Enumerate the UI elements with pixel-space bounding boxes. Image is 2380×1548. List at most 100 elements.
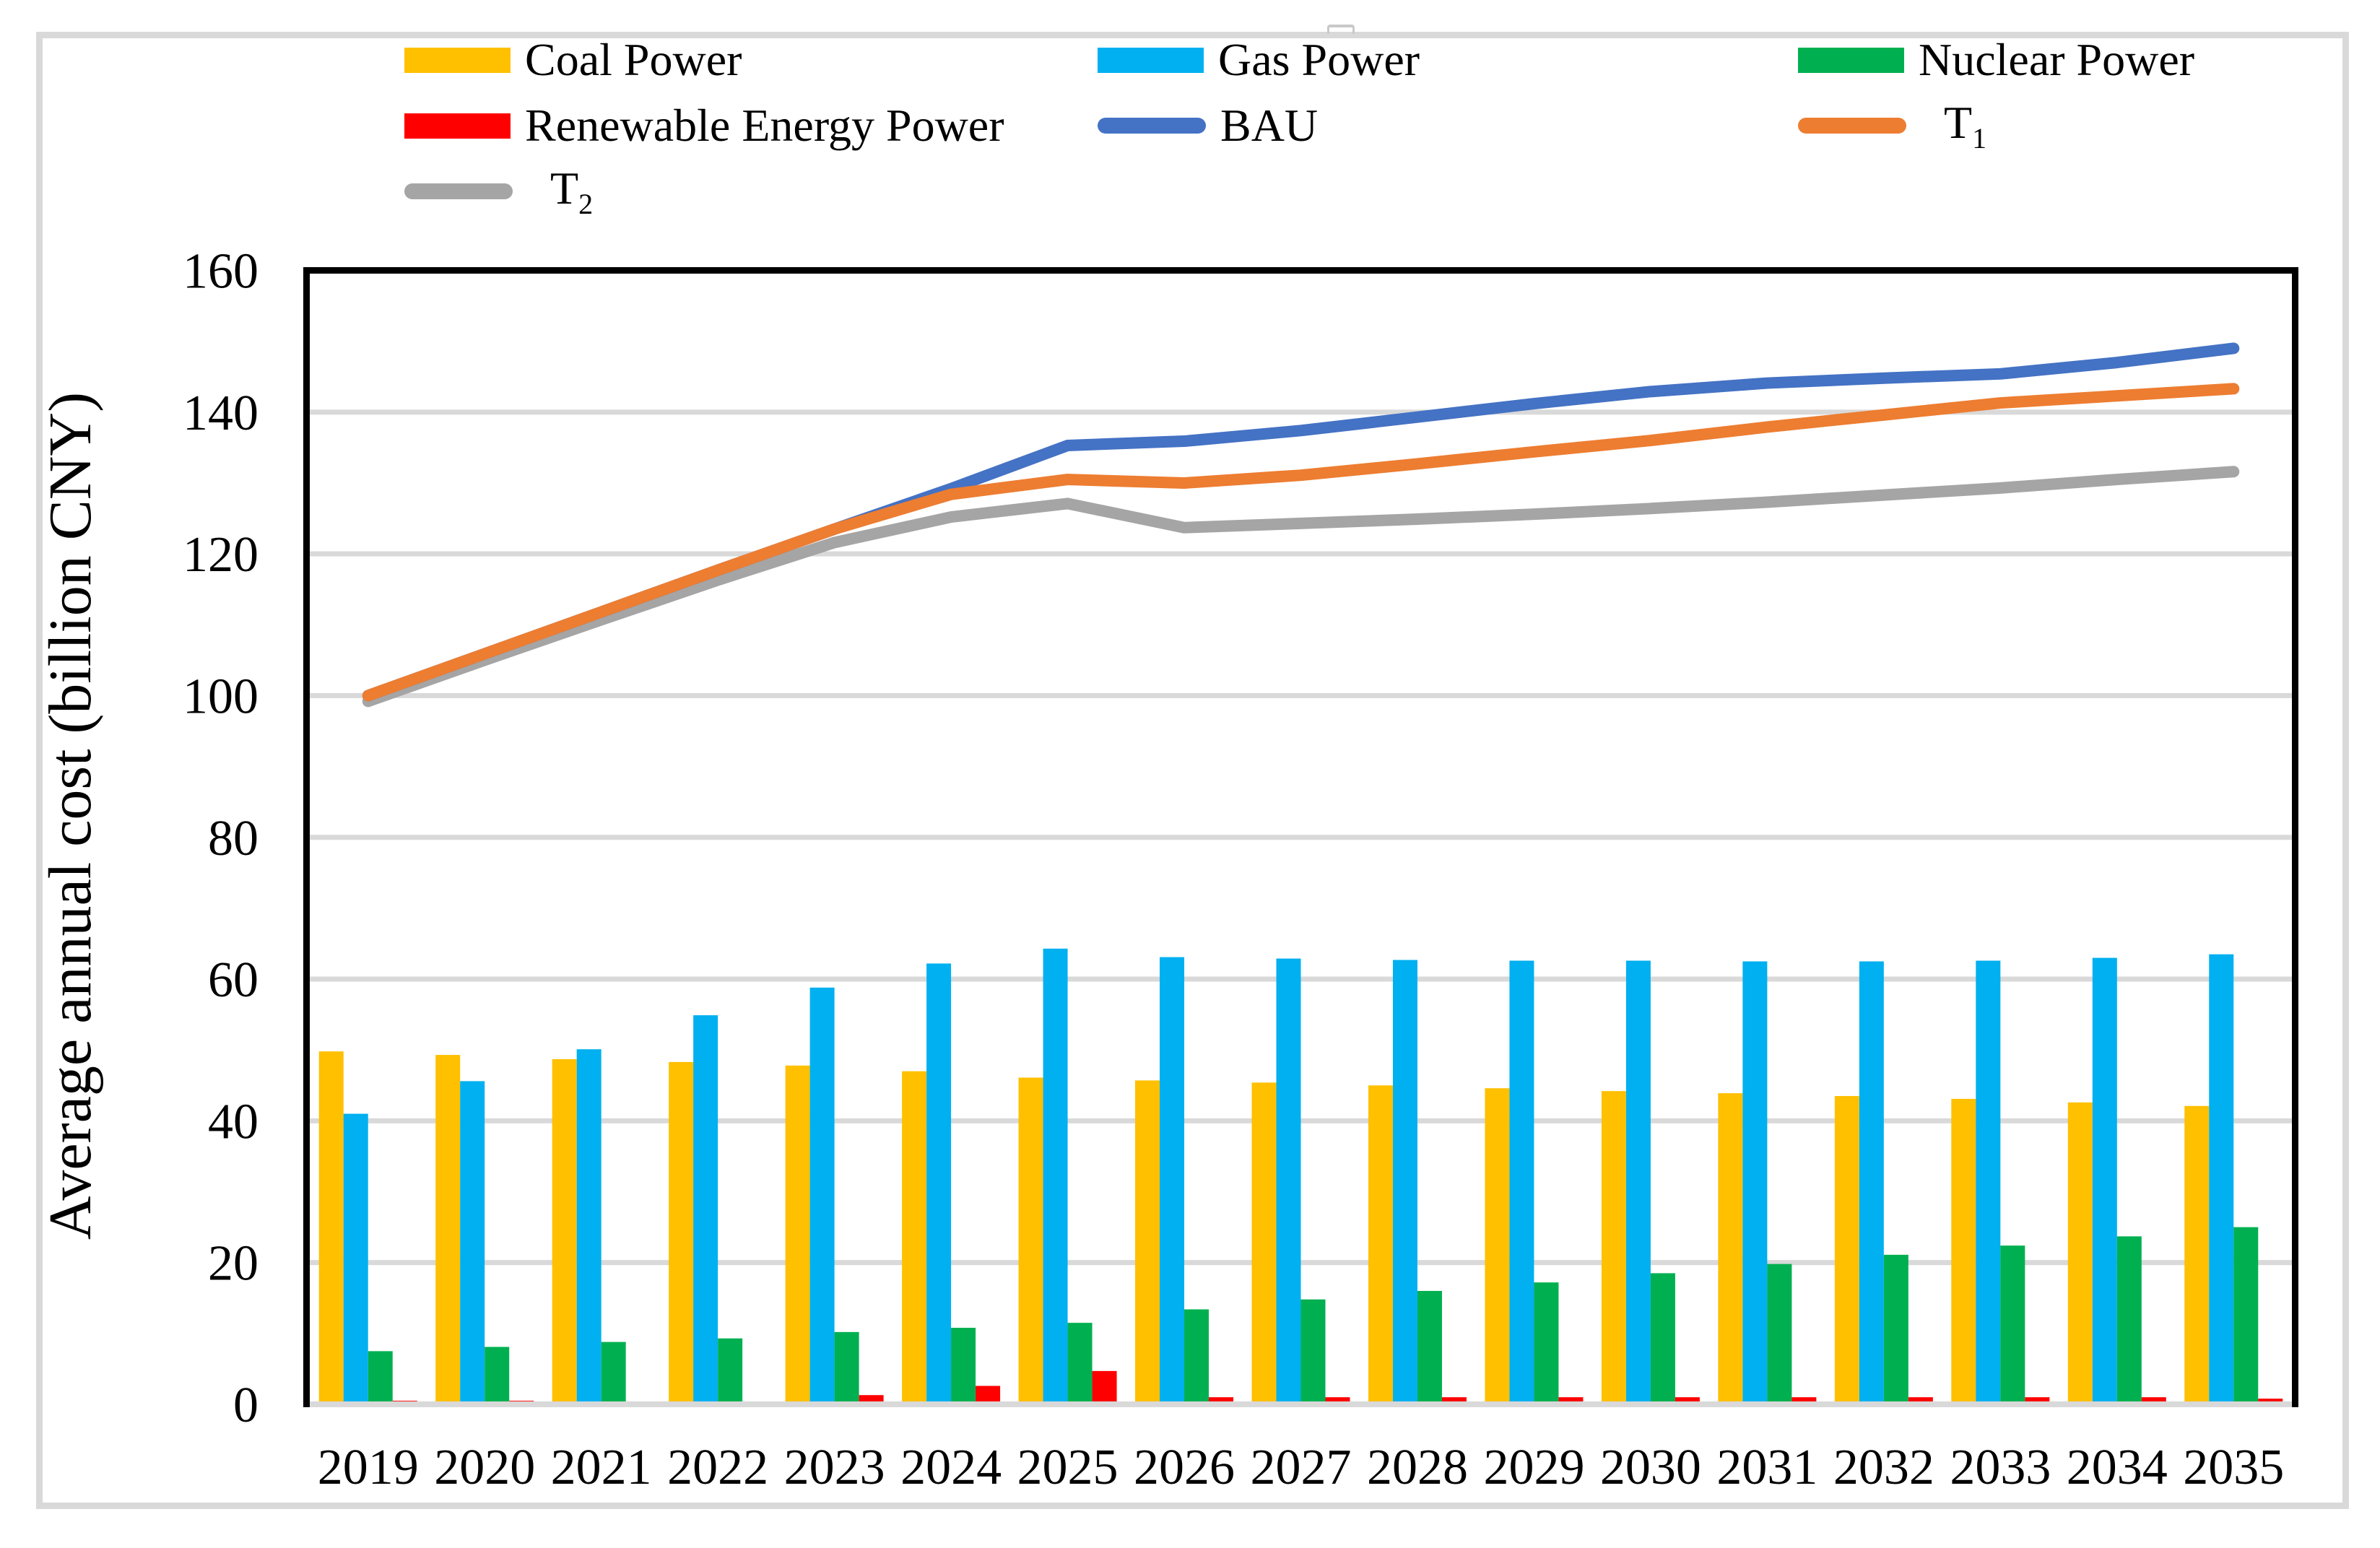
- coal-power-bar: [902, 1071, 927, 1404]
- legend-label: T2: [550, 162, 593, 221]
- gas-power-bar: [343, 1113, 368, 1404]
- gas-power-bar: [576, 1049, 601, 1404]
- y-tick-label: 100: [183, 669, 259, 724]
- renewable-energy-power-bar: [1908, 1397, 1933, 1404]
- legend-item-t1: T1: [1798, 97, 1986, 155]
- gridline: [310, 551, 2292, 557]
- legend-label-subscript: 1: [1972, 121, 1987, 155]
- gas-power-bar: [1276, 958, 1301, 1404]
- renewable-energy-power-bar: [1558, 1397, 1584, 1404]
- x-tick-label: 2033: [1950, 1440, 2051, 1495]
- coal-power-bar: [318, 1051, 344, 1404]
- x-axis-baseline: [303, 1401, 2298, 1407]
- coal-power-bar: [1251, 1082, 1277, 1404]
- x-tick-label: 2028: [1367, 1440, 1468, 1495]
- gas-power-bar: [1859, 961, 1884, 1404]
- y-tick-label: 80: [208, 811, 259, 866]
- x-tick-label: 2021: [551, 1440, 652, 1495]
- plot-top-spine: [303, 267, 2298, 274]
- x-tick-label: 2035: [2183, 1440, 2284, 1495]
- legend-item-renewable-energy-power: Renewable Energy Power: [404, 97, 1004, 155]
- nuclear-power-bar: [601, 1342, 626, 1404]
- legend-label-text: T: [550, 162, 579, 214]
- legend-label: Coal Power: [525, 33, 742, 87]
- gas-power-bar: [2209, 954, 2234, 1404]
- gas-power-bar: [926, 963, 952, 1404]
- legend-item-t2: T2: [404, 162, 593, 220]
- t1-line: [362, 383, 2240, 702]
- nuclear-power-bar: [1417, 1290, 1442, 1404]
- gas-power-bar: [2092, 957, 2117, 1404]
- legend-item-coal-power: Coal Power: [404, 31, 742, 89]
- x-tick-label: 2024: [900, 1440, 1002, 1495]
- coal-power-bar: [1018, 1077, 1043, 1404]
- legend-label-text: Renewable Energy Power: [525, 100, 1004, 151]
- bau-swatch: [1098, 118, 1206, 134]
- y-tick-label: 60: [208, 952, 259, 1008]
- x-tick-label: 2026: [1134, 1440, 1235, 1495]
- gas-power-bar: [809, 987, 835, 1404]
- gas-power-bar: [460, 1081, 485, 1404]
- gas-power-bar: [1509, 960, 1534, 1404]
- nuclear-power-bar: [718, 1338, 743, 1404]
- renewable-energy-power-bar: [1675, 1397, 1700, 1404]
- x-tick-label: 2023: [784, 1440, 885, 1495]
- y-tick-label: 0: [233, 1378, 259, 1433]
- legend-item-nuclear-power: Nuclear Power: [1798, 31, 2194, 89]
- coal-power-bar: [2067, 1102, 2093, 1404]
- nuclear-power-bar: [1300, 1299, 1326, 1404]
- nuclear-power-bar: [2233, 1227, 2259, 1404]
- coal-power-bar: [1135, 1080, 1160, 1404]
- legend-item-gas-power: Gas Power: [1098, 31, 1420, 89]
- coal-power-bar: [552, 1058, 577, 1404]
- legend-item-bau: BAU: [1098, 97, 1318, 155]
- x-tick-label: 2025: [1017, 1440, 1119, 1495]
- coal-power-bar: [1485, 1088, 1510, 1404]
- nuclear-power-bar: [368, 1351, 393, 1404]
- gas-power-bar: [1392, 960, 1417, 1404]
- x-tick-label: 2034: [2067, 1440, 2168, 1495]
- legend-label-text: T: [1944, 97, 1973, 149]
- coal-power-bar: [785, 1065, 810, 1404]
- y-tick-label: 20: [208, 1236, 259, 1292]
- gas-power-bar: [1625, 960, 1651, 1404]
- gas-power-bar: [1976, 960, 2001, 1404]
- gas-power-bar: [1742, 961, 1768, 1404]
- legend-label: T1: [1944, 96, 1986, 155]
- t1-swatch: [1798, 118, 1906, 134]
- t2-swatch: [404, 183, 513, 199]
- coal-power-bar: [669, 1061, 694, 1404]
- nuclear-power-bar: [834, 1331, 859, 1404]
- renewable-energy-power-bar: [1325, 1397, 1350, 1404]
- legend-label: Renewable Energy Power: [525, 99, 1004, 152]
- x-tick-label: 2019: [318, 1440, 419, 1495]
- nuclear-power-swatch: [1798, 47, 1904, 73]
- coal-power-bar: [1951, 1098, 1976, 1404]
- nuclear-power-bar: [951, 1327, 976, 1404]
- renewable-energy-power-swatch: [404, 113, 511, 139]
- legend-label-text: Gas Power: [1218, 34, 1420, 85]
- renewable-energy-power-bar: [1441, 1397, 1467, 1404]
- legend-label-text: Nuclear Power: [1919, 34, 2195, 85]
- gridline: [310, 835, 2292, 840]
- legend-label: Gas Power: [1218, 33, 1420, 87]
- coal-power-bar: [1718, 1093, 1743, 1404]
- chart-legend: Coal Power Gas Power Nuclear Power Renewabl…: [0, 0, 2380, 238]
- nuclear-power-bar: [485, 1347, 510, 1404]
- renewable-energy-power-bar: [1092, 1370, 1117, 1404]
- stray-artifact-mark: [1327, 25, 1355, 34]
- x-tick-label: 2032: [1833, 1440, 1934, 1495]
- x-tick-label: 2030: [1600, 1440, 1701, 1495]
- nuclear-power-bar: [1534, 1282, 1559, 1404]
- y-axis-spine: [303, 267, 310, 1407]
- coal-power-bar: [1368, 1085, 1393, 1404]
- nuclear-power-bar: [1767, 1264, 1792, 1404]
- renewable-energy-power-bar: [2025, 1397, 2050, 1404]
- gas-power-bar: [1043, 948, 1068, 1404]
- nuclear-power-bar: [1883, 1254, 1908, 1404]
- x-tick-label: 2029: [1483, 1440, 1584, 1495]
- y-axis-title: Average annual cost (billion CNY): [37, 392, 104, 1240]
- nuclear-power-bar: [1067, 1323, 1093, 1404]
- nuclear-power-bar: [2116, 1236, 2142, 1404]
- gridline: [310, 409, 2292, 415]
